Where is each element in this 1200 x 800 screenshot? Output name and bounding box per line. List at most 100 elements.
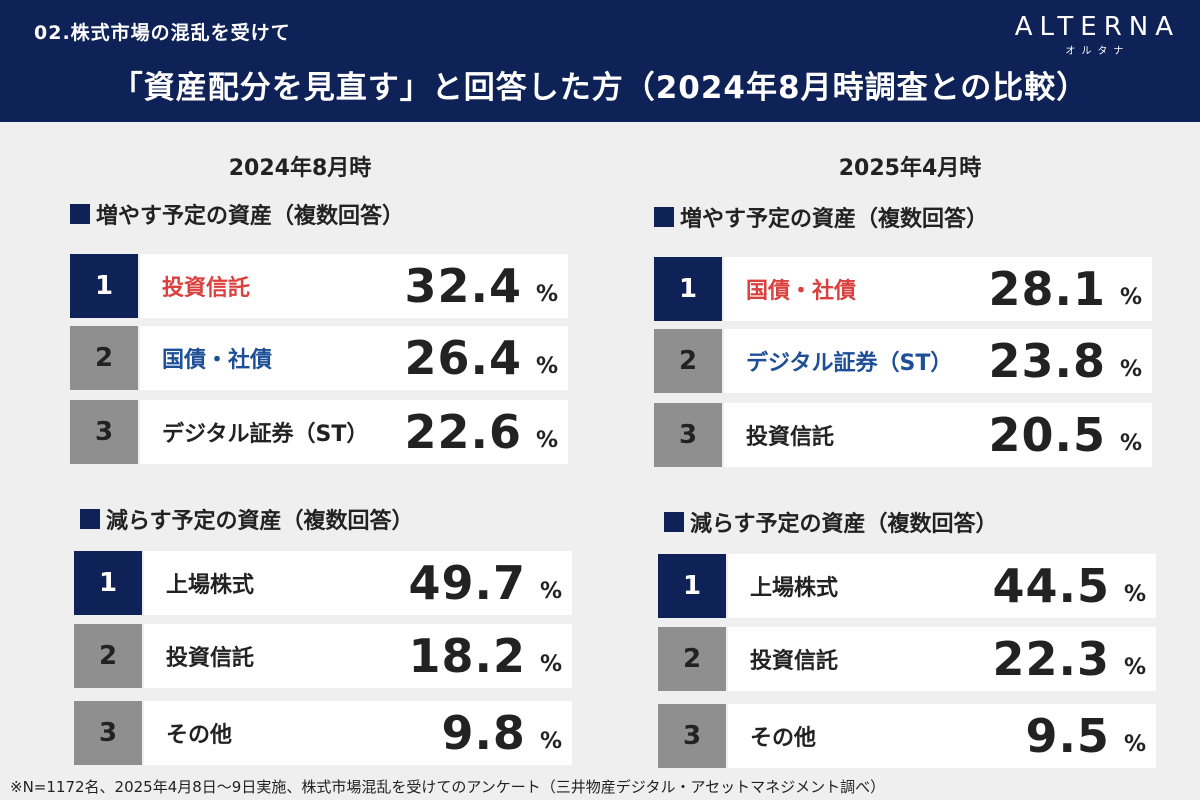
section-decrease-label: 減らす予定の資産（複数回答） <box>106 509 414 534</box>
rank-badge: 2 <box>74 624 142 688</box>
value-unit: % <box>1119 357 1142 382</box>
table-row: 3 その他 9.5 % <box>658 704 1156 768</box>
value-unit: % <box>1123 582 1146 607</box>
asset-value: 18.2 % <box>408 633 562 679</box>
value-number: 32.4 <box>404 259 522 313</box>
asset-value: 9.5 % <box>1025 713 1146 759</box>
column-title-2025: 2025年4月時 <box>838 156 982 181</box>
value-number: 9.8 <box>441 706 526 760</box>
value-number: 23.8 <box>988 334 1106 388</box>
rank-badge: 1 <box>74 551 142 615</box>
section-decrease-2024: 減らす予定の資産（複数回答） <box>80 503 414 535</box>
rank-badge: 3 <box>658 704 726 768</box>
table-row: 3 その他 9.8 % <box>74 701 572 765</box>
value-unit: % <box>1119 431 1142 456</box>
asset-name: 投資信託 <box>162 276 251 301</box>
section-decrease-label: 減らす予定の資産（複数回答） <box>690 512 998 537</box>
asset-name: デジタル証券（ST） <box>162 422 369 447</box>
table-row: 2 国債・社債 26.4 % <box>70 326 568 390</box>
section-increase-2025: 増やす予定の資産（複数回答） <box>654 201 988 233</box>
value-number: 18.2 <box>408 629 526 683</box>
asset-name: 国債・社債 <box>162 348 273 373</box>
value-unit: % <box>535 354 558 379</box>
table-row: 1 投資信託 32.4 % <box>70 254 568 318</box>
value-number: 20.5 <box>988 408 1106 462</box>
value-unit: % <box>539 729 562 754</box>
square-bullet-icon <box>664 512 684 532</box>
row-cell: 投資信託 20.5 % <box>724 403 1152 467</box>
value-unit: % <box>1123 732 1146 757</box>
page-title: 「資産配分を見直す」と回答した方（2024年8月時調査との比較） <box>111 70 1089 106</box>
asset-name: 投資信託 <box>166 646 255 671</box>
footnote: ※N=1172名、2025年4月8日〜9日実施、株式市場混乱を受けてのアンケート… <box>10 778 886 796</box>
asset-value: 44.5 % <box>992 563 1146 609</box>
alterna-logo: ALTERNA オルタナ <box>1015 12 1180 57</box>
section-increase-label: 増やす予定の資産（複数回答） <box>680 207 989 232</box>
asset-value: 49.7 % <box>408 560 562 606</box>
section-increase-label: 増やす予定の資産（複数回答） <box>96 204 405 229</box>
logo-wordmark: ALTERNA <box>1014 12 1180 42</box>
asset-value: 20.5 % <box>988 412 1142 458</box>
row-cell: 上場株式 44.5 % <box>728 554 1156 618</box>
value-number: 22.6 <box>404 405 522 459</box>
column-title-2024: 2024年8月時 <box>228 156 372 181</box>
asset-value: 9.8 % <box>441 710 562 756</box>
header-banner: 02.株式市場の混乱を受けて 「資産配分を見直す」と回答した方（2024年8月時… <box>0 0 1200 122</box>
table-row: 2 投資信託 22.3 % <box>658 627 1156 691</box>
value-number: 28.1 <box>988 262 1106 316</box>
table-row: 2 投資信託 18.2 % <box>74 624 572 688</box>
row-cell: 投資信託 22.3 % <box>728 627 1156 691</box>
value-unit: % <box>1119 285 1142 310</box>
value-number: 44.5 <box>992 559 1110 613</box>
value-number: 49.7 <box>408 556 526 610</box>
asset-name: 国債・社債 <box>746 279 857 304</box>
asset-name: 投資信託 <box>750 649 839 674</box>
rank-badge: 1 <box>658 554 726 618</box>
table-row: 2 デジタル証券（ST） 23.8 % <box>654 329 1152 393</box>
table-row: 3 投資信託 20.5 % <box>654 403 1152 467</box>
asset-name: 上場株式 <box>750 576 839 601</box>
asset-name: 投資信託 <box>746 425 835 450</box>
row-cell: 投資信託 32.4 % <box>140 254 568 318</box>
rank-badge: 3 <box>654 403 722 467</box>
row-cell: 国債・社債 26.4 % <box>140 326 568 390</box>
table-row: 3 デジタル証券（ST） 22.6 % <box>70 400 568 464</box>
value-number: 9.5 <box>1025 709 1110 763</box>
asset-value: 28.1 % <box>988 266 1142 312</box>
rank-badge: 2 <box>658 627 726 691</box>
asset-name: その他 <box>166 723 233 748</box>
table-row: 1 上場株式 44.5 % <box>658 554 1156 618</box>
row-cell: デジタル証券（ST） 23.8 % <box>724 329 1152 393</box>
value-unit: % <box>535 282 558 307</box>
row-cell: その他 9.5 % <box>728 704 1156 768</box>
section-increase-2024: 増やす予定の資産（複数回答） <box>70 198 404 230</box>
value-unit: % <box>539 579 562 604</box>
rank-badge: 1 <box>70 254 138 318</box>
asset-value: 26.4 % <box>404 335 558 381</box>
row-cell: その他 9.8 % <box>144 701 572 765</box>
asset-value: 22.3 % <box>992 636 1146 682</box>
asset-value: 22.6 % <box>404 409 558 455</box>
row-cell: 上場株式 49.7 % <box>144 551 572 615</box>
rank-badge: 3 <box>74 701 142 765</box>
asset-name: 上場株式 <box>166 573 255 598</box>
value-number: 22.3 <box>992 632 1110 686</box>
section-decrease-2025: 減らす予定の資産（複数回答） <box>664 506 998 538</box>
logo-kana: オルタナ <box>1065 46 1130 57</box>
rank-badge: 2 <box>654 329 722 393</box>
row-cell: 投資信託 18.2 % <box>144 624 572 688</box>
row-cell: 国債・社債 28.1 % <box>724 257 1152 321</box>
asset-value: 32.4 % <box>404 263 558 309</box>
table-row: 1 国債・社債 28.1 % <box>654 257 1152 321</box>
asset-name: デジタル証券（ST） <box>746 351 953 376</box>
row-cell: デジタル証券（ST） 22.6 % <box>140 400 568 464</box>
table-row: 1 上場株式 49.7 % <box>74 551 572 615</box>
value-unit: % <box>535 428 558 453</box>
square-bullet-icon <box>80 509 100 529</box>
rank-badge: 1 <box>654 257 722 321</box>
rank-badge: 3 <box>70 400 138 464</box>
value-number: 26.4 <box>404 331 522 385</box>
rank-badge: 2 <box>70 326 138 390</box>
square-bullet-icon <box>70 204 90 224</box>
value-unit: % <box>1123 655 1146 680</box>
